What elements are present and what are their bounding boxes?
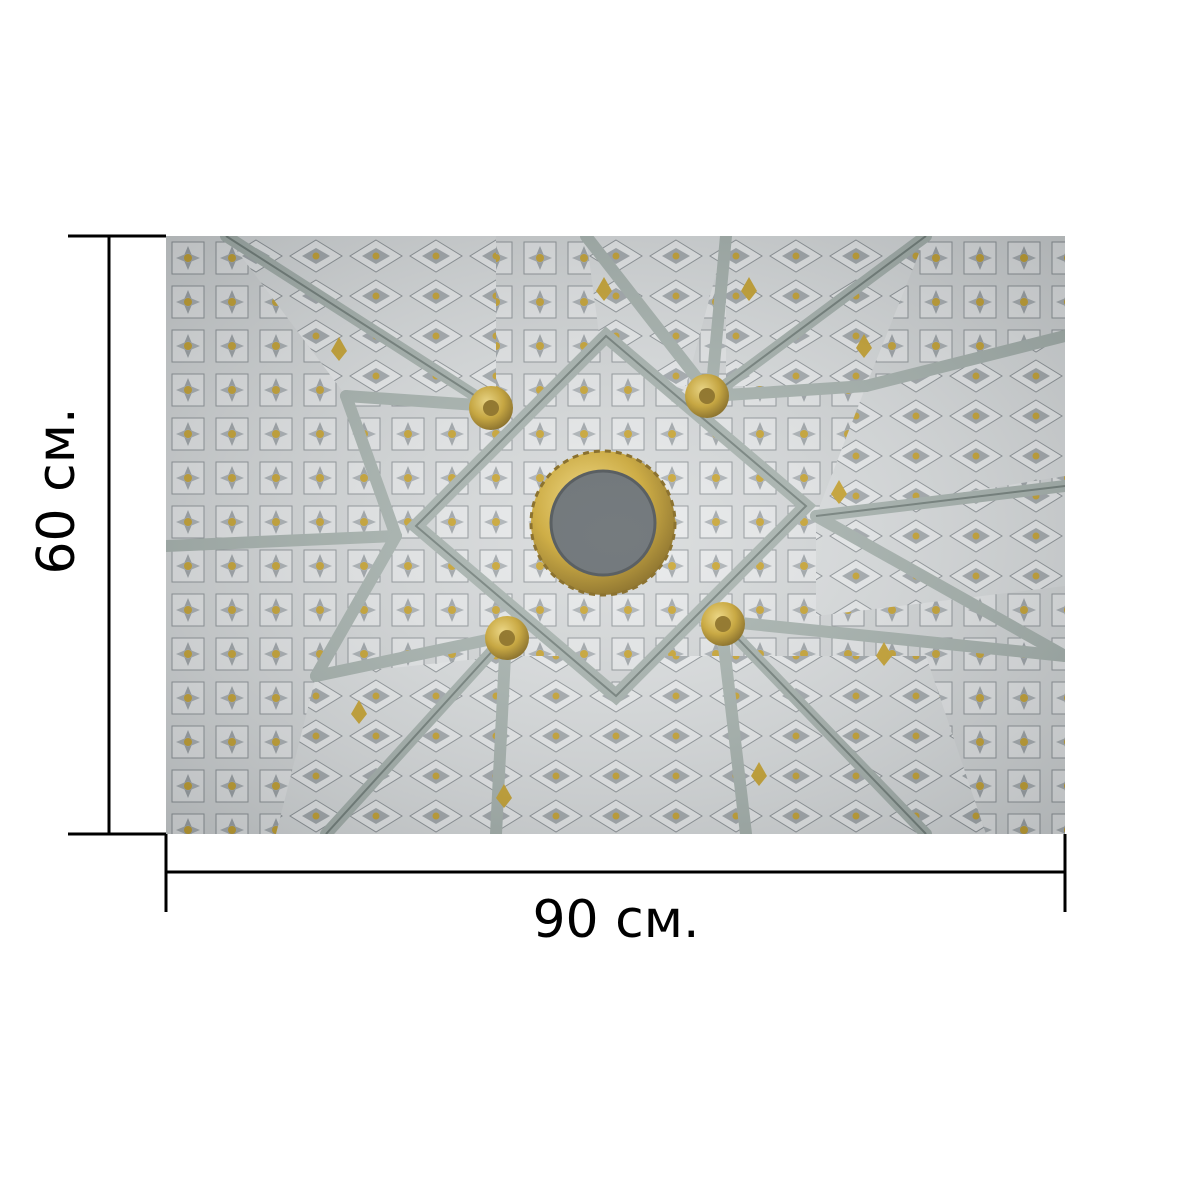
ceiling-photo (166, 236, 1065, 834)
width-label: 90 см. (532, 890, 700, 950)
vaulted-ceiling-illustration (166, 236, 1065, 834)
height-label: 60 см. (27, 407, 87, 575)
lighting-overlay (166, 236, 1065, 834)
